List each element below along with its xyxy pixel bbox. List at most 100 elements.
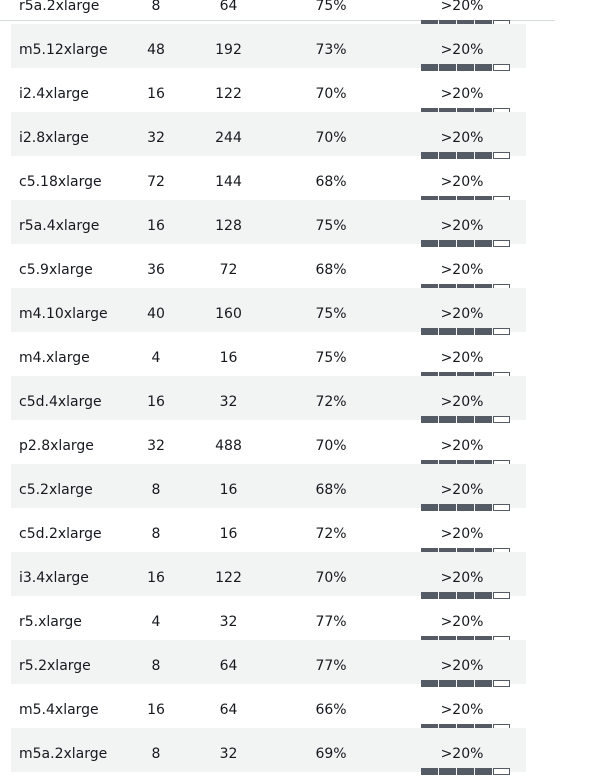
interruption-frequency-cell: >20% <box>440 0 484 14</box>
interruption-frequency-cell: >20% <box>440 746 484 762</box>
frequency-level-bars <box>421 152 510 159</box>
table-row: r5a.4xlarge 16 128 75% >20% <box>11 200 526 247</box>
savings-cell: 68% <box>315 174 347 190</box>
frequency-bar-filled <box>457 504 474 511</box>
memory-cell: 32 <box>219 394 238 410</box>
table-row: c5.2xlarge 8 16 68% >20% <box>11 464 526 511</box>
interruption-frequency-cell: >20% <box>440 702 484 718</box>
frequency-bar-filled <box>475 768 492 775</box>
vcpu-cell: 32 <box>147 438 165 454</box>
savings-cell: 69% <box>315 746 347 762</box>
frequency-bar-empty <box>493 768 510 775</box>
savings-cell: 77% <box>315 614 347 630</box>
memory-cell: 122 <box>215 86 242 102</box>
table-row: c5d.2xlarge 8 16 72% >20% <box>11 508 526 555</box>
frequency-bar-filled <box>457 768 474 775</box>
frequency-bar-filled <box>421 328 438 335</box>
frequency-bar-empty <box>493 416 510 423</box>
interruption-frequency-cell: >20% <box>440 262 484 278</box>
memory-cell: 16 <box>219 350 238 366</box>
frequency-bar-filled <box>475 240 492 247</box>
frequency-bar-filled <box>439 328 456 335</box>
frequency-bar-filled <box>457 64 474 71</box>
savings-cell: 72% <box>315 394 347 410</box>
instance-type-cell: c5.9xlarge <box>19 262 93 278</box>
frequency-bar-filled <box>475 152 492 159</box>
memory-cell: 32 <box>219 614 238 630</box>
vcpu-cell: 48 <box>147 42 165 58</box>
frequency-bar-empty <box>493 504 510 511</box>
memory-cell: 64 <box>219 702 238 718</box>
memory-cell: 72 <box>219 262 238 278</box>
frequency-bar-filled <box>457 680 474 687</box>
interruption-frequency-cell: >20% <box>440 570 484 586</box>
savings-cell: 75% <box>315 0 347 14</box>
memory-cell: 32 <box>219 746 238 762</box>
memory-cell: 144 <box>215 174 242 190</box>
frequency-bar-filled <box>439 592 456 599</box>
instance-type-cell: r5a.2xlarge <box>19 0 100 14</box>
instance-type-cell: m4.10xlarge <box>19 306 108 322</box>
table-row: p2.8xlarge 32 488 70% >20% <box>11 420 526 467</box>
savings-cell: 68% <box>315 262 347 278</box>
interruption-frequency-cell: >20% <box>440 658 484 674</box>
table-row: m5.12xlarge 48 192 73% >20% <box>11 24 526 71</box>
instance-type-cell: c5.18xlarge <box>19 174 102 190</box>
table-row: c5.18xlarge 72 144 68% >20% <box>11 156 526 203</box>
instance-type-cell: p2.8xlarge <box>19 438 94 454</box>
memory-cell: 16 <box>219 482 238 498</box>
table-row: m4.xlarge 4 16 75% >20% <box>11 332 526 379</box>
table-row: c5.9xlarge 36 72 68% >20% <box>11 244 526 291</box>
vcpu-cell: 16 <box>147 218 165 234</box>
savings-cell: 75% <box>315 350 347 366</box>
frequency-bar-filled <box>421 592 438 599</box>
memory-cell: 122 <box>215 570 242 586</box>
frequency-level-bars <box>421 240 510 247</box>
interruption-frequency-cell: >20% <box>440 526 484 542</box>
interruption-frequency-cell: >20% <box>440 350 484 366</box>
frequency-level-bars <box>421 328 510 335</box>
savings-cell: 72% <box>315 526 347 542</box>
instance-type-cell: r5a.4xlarge <box>19 218 100 234</box>
frequency-bar-filled <box>439 416 456 423</box>
memory-cell: 16 <box>219 526 238 542</box>
frequency-bar-empty <box>493 328 510 335</box>
frequency-level-bars <box>421 768 510 775</box>
frequency-bar-filled <box>421 240 438 247</box>
interruption-frequency-cell: >20% <box>440 86 484 102</box>
savings-cell: 68% <box>315 482 347 498</box>
instance-type-cell: m5a.2xlarge <box>19 746 108 762</box>
table-row: r5a.2xlarge 8 64 75% >20% <box>11 0 526 27</box>
frequency-bar-empty <box>493 680 510 687</box>
vcpu-cell: 4 <box>151 350 161 366</box>
frequency-bar-filled <box>439 64 456 71</box>
table-row: m5.4xlarge 16 64 66% >20% <box>11 684 526 731</box>
frequency-bar-filled <box>439 152 456 159</box>
frequency-level-bars <box>421 416 510 423</box>
frequency-bar-filled <box>457 152 474 159</box>
interruption-frequency-cell: >20% <box>440 438 484 454</box>
frequency-bar-filled <box>439 240 456 247</box>
frequency-bar-empty <box>493 592 510 599</box>
frequency-bar-filled <box>439 768 456 775</box>
table-top-divider <box>0 20 555 21</box>
frequency-bar-filled <box>439 680 456 687</box>
savings-cell: 75% <box>315 218 347 234</box>
frequency-bar-filled <box>421 680 438 687</box>
frequency-bar-filled <box>475 64 492 71</box>
interruption-frequency-cell: >20% <box>440 130 484 146</box>
table-row: c5d.4xlarge 16 32 72% >20% <box>11 376 526 423</box>
savings-cell: 77% <box>315 658 347 674</box>
instance-type-cell: c5d.2xlarge <box>19 526 102 542</box>
savings-cell: 70% <box>315 438 347 454</box>
instance-type-cell: i2.8xlarge <box>19 130 89 146</box>
savings-cell: 75% <box>315 306 347 322</box>
memory-cell: 64 <box>219 0 238 14</box>
instance-type-cell: m5.12xlarge <box>19 42 108 58</box>
frequency-bar-empty <box>493 64 510 71</box>
frequency-bar-filled <box>475 416 492 423</box>
savings-cell: 70% <box>315 86 347 102</box>
interruption-frequency-cell: >20% <box>440 394 484 410</box>
vcpu-cell: 40 <box>147 306 165 322</box>
vcpu-cell: 16 <box>147 394 165 410</box>
